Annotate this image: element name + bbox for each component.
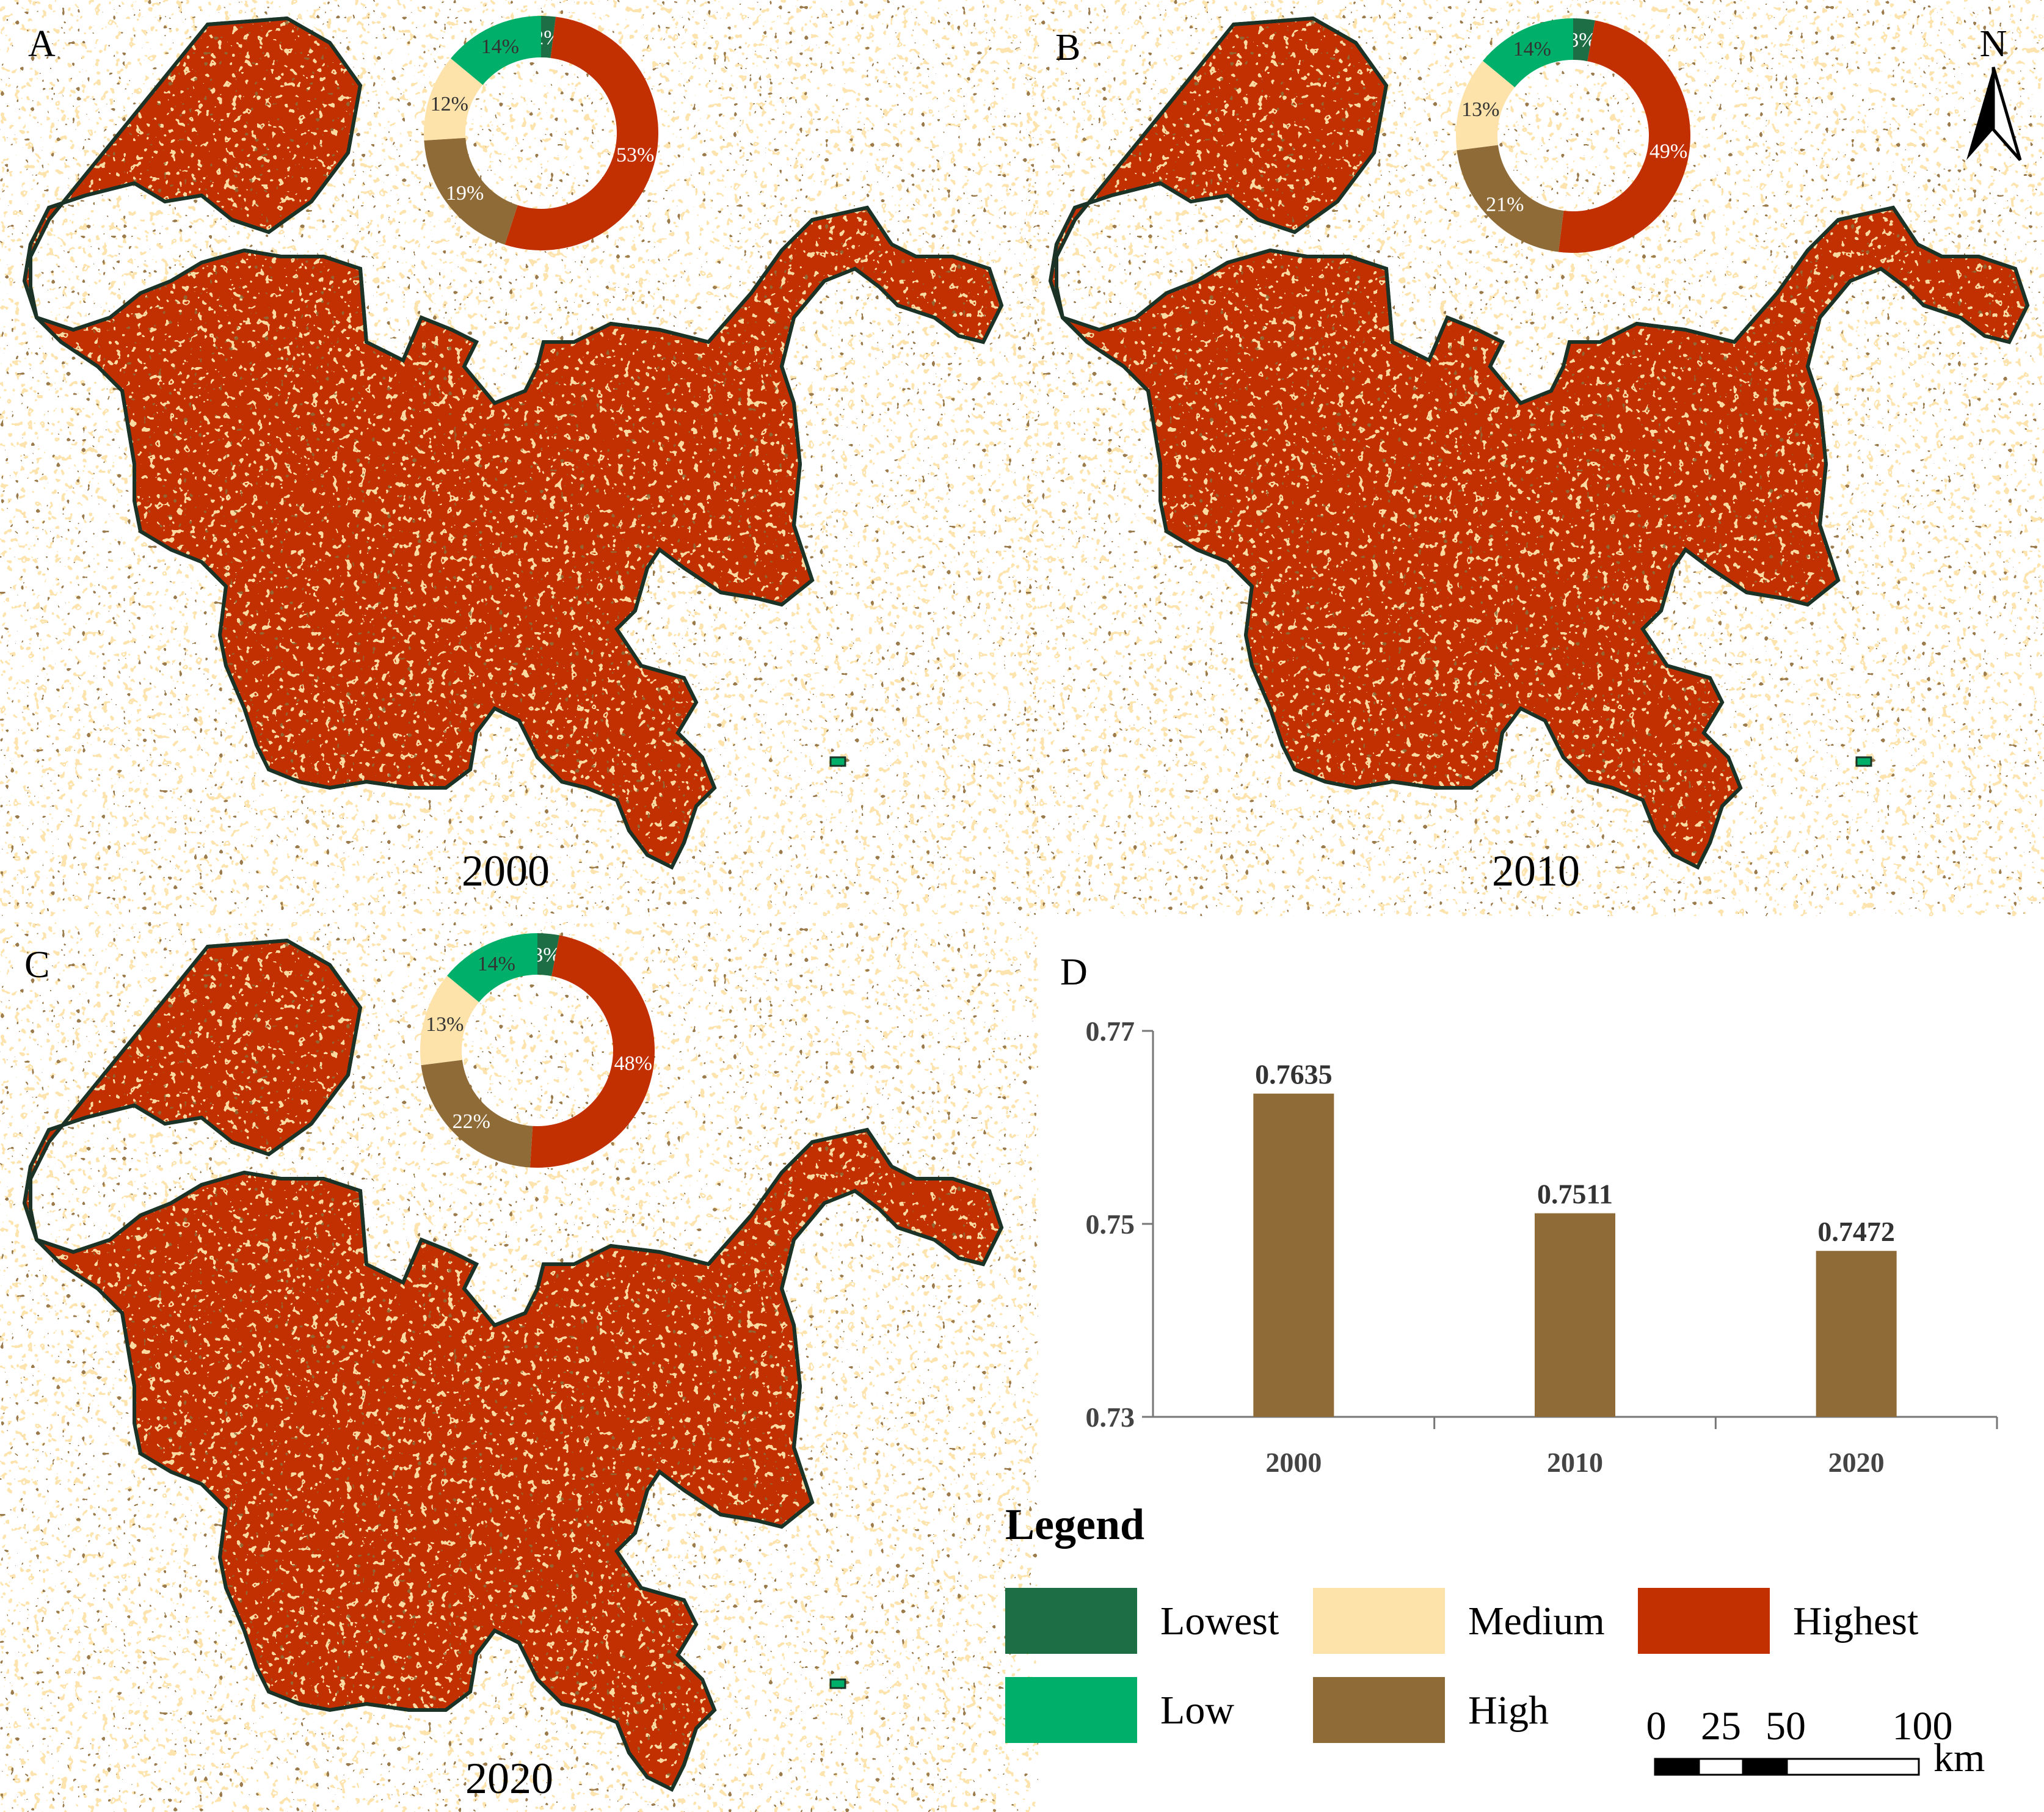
donut-chart-2010: 3%49%21%13%14% (1456, 18, 1690, 253)
bar-2020 (1816, 1251, 1897, 1417)
legend-label-high: High (1468, 1688, 1549, 1733)
y-tick-label-0: 0.73 (1086, 1402, 1135, 1433)
donut-slice-high (1457, 145, 1564, 252)
scale-tick-0: 0 (1646, 1704, 1667, 1748)
donut-slice-highest (504, 16, 658, 250)
donut-label-low: 14% (1513, 38, 1551, 60)
donut-label-high: 22% (453, 1110, 490, 1133)
bar-2010 (1535, 1213, 1615, 1417)
scale-tick-25: 25 (1701, 1704, 1741, 1748)
panel-letter-c: C (24, 944, 49, 986)
north-label: N (1980, 23, 2007, 65)
donut-chart-2020: 3%48%22%13%14% (420, 933, 655, 1168)
legend-swatch-medium (1313, 1588, 1445, 1654)
legend-label-lowest: Lowest (1160, 1599, 1279, 1643)
donut-chart-2000: 2%53%19%12%14% (424, 16, 658, 250)
donut-slice-lowest (537, 933, 559, 977)
bar-value-label-2010: 0.7511 (1537, 1179, 1613, 1210)
legend-label-highest: Highest (1793, 1599, 1918, 1643)
y-tick-label-2: 0.77 (1086, 1016, 1135, 1047)
donut-slice-low (1483, 18, 1573, 87)
x-tick-label-2010: 2010 (1547, 1447, 1603, 1478)
year-label-2020: 2020 (465, 1754, 553, 1803)
x-tick-label-2000: 2000 (1265, 1447, 1322, 1478)
panel-letter-d: D (1060, 951, 1088, 993)
year-label-2010: 2010 (1492, 846, 1580, 895)
donut-label-medium: 12% (431, 93, 468, 115)
bar-value-label-2020: 0.7472 (1817, 1216, 1895, 1247)
donut-label-highest: 53% (616, 144, 654, 166)
legend-swatch-highest (1638, 1588, 1770, 1654)
year-label-2000: 2000 (462, 846, 550, 895)
donut-slice-medium (420, 975, 479, 1066)
donut-slice-highest (529, 935, 655, 1168)
donut-label-medium: 13% (1461, 98, 1499, 121)
scale-unit: km (1933, 1736, 1985, 1780)
donut-slice-low (451, 16, 541, 85)
north-arrow-icon: N (1966, 23, 2022, 161)
donut-label-low: 14% (478, 953, 515, 975)
scale-tick-100: 100 (1893, 1704, 1953, 1748)
donut-slice-highest (1558, 20, 1690, 253)
donut-slice-low (447, 933, 537, 1002)
map-2000 (0, 0, 1038, 916)
x-tick-label-2020: 2020 (1828, 1447, 1885, 1478)
donut-slice-high (424, 137, 518, 245)
map-2010 (1026, 0, 2044, 916)
donut-slice-lowest (1573, 18, 1595, 62)
donut-label-high: 19% (446, 182, 484, 205)
legend-label-medium: Medium (1468, 1599, 1605, 1643)
map-2020 (0, 922, 1038, 1812)
panel-letter-a: A (28, 23, 56, 65)
scale-bar: 0 25 50 100 km (1646, 1704, 1985, 1780)
legend-swatch-lowest (1005, 1588, 1137, 1654)
bar-2000 (1253, 1093, 1334, 1417)
y-tick-label-1: 0.75 (1086, 1209, 1135, 1240)
scale-tick-50: 50 (1766, 1704, 1806, 1748)
bar-value-label-2000: 0.7635 (1255, 1059, 1333, 1090)
donut-label-low: 14% (481, 35, 519, 58)
donut-slice-medium (424, 58, 483, 141)
legend-label-low: Low (1160, 1688, 1234, 1733)
donut-label-medium: 13% (426, 1013, 464, 1036)
legend-title: Legend (1005, 1500, 1144, 1549)
donut-label-highest: 48% (614, 1052, 652, 1075)
legend-swatch-high (1313, 1677, 1445, 1743)
donut-slice-medium (1456, 60, 1515, 151)
legend-swatch-low (1005, 1677, 1137, 1743)
panel-letter-b: B (1055, 27, 1080, 68)
donut-label-high: 21% (1486, 194, 1524, 216)
bar-chart: 0.73 0.75 0.77 0.7635 0.7511 0.7472 2000 2010… (1086, 1016, 1998, 1478)
donut-label-highest: 49% (1649, 140, 1687, 163)
donut-slice-lowest (541, 16, 556, 58)
donut-slice-high (421, 1060, 533, 1168)
